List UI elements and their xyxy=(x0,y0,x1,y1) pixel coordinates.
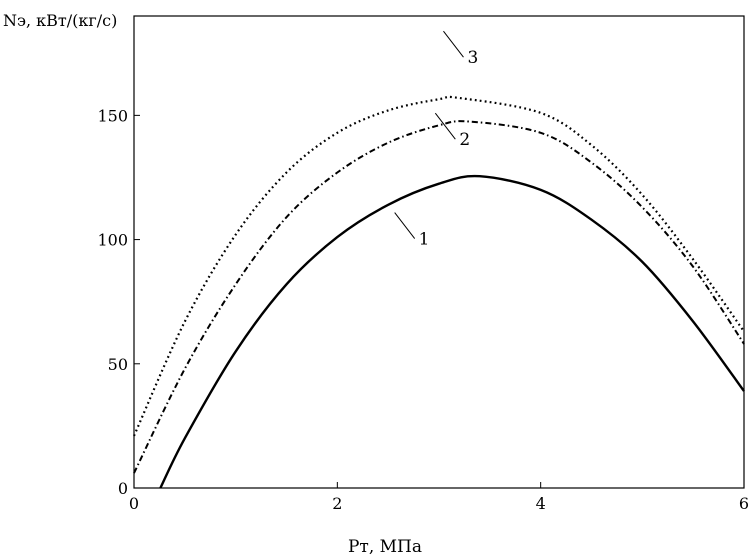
x-tick-label: 4 xyxy=(536,494,546,513)
curve-labels: 1 2 3 xyxy=(394,30,478,250)
curve-label-1: 1 xyxy=(419,230,430,250)
y-axis-label: Nэ, кВт/(кг/с) xyxy=(3,11,117,30)
x-axis-label: Pт, МПа xyxy=(348,537,422,557)
x-tick-label: 6 xyxy=(739,494,749,513)
series-2-line xyxy=(133,120,745,474)
curve-label-leader xyxy=(394,212,416,239)
series-group xyxy=(132,95,745,489)
series-1-line xyxy=(159,174,745,489)
curve-label-leader xyxy=(443,30,464,58)
curve-label-3: 3 xyxy=(467,48,478,68)
x-tick-label: 0 xyxy=(129,494,139,513)
plot-frame xyxy=(133,15,745,489)
y-tick-label: 150 xyxy=(97,106,128,125)
series-3-line xyxy=(132,95,745,437)
y-tick-label: 50 xyxy=(108,355,128,374)
ticks: 0 2 4 6 0 50 100 150 xyxy=(97,106,749,513)
x-tick-label: 2 xyxy=(332,494,342,513)
y-tick-label: 100 xyxy=(97,231,128,250)
y-tick-label: 0 xyxy=(118,479,128,498)
curve-label-leader xyxy=(434,112,456,140)
curve-label-2: 2 xyxy=(459,130,470,150)
